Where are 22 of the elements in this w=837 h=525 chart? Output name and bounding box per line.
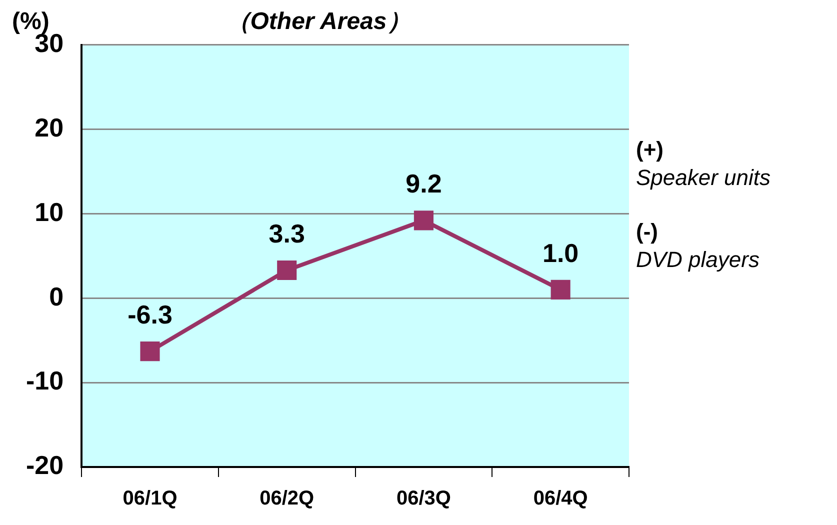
text: (-) [636, 218, 659, 246]
chart-title: （Other Areas） [226, 8, 411, 36]
point [550, 280, 570, 300]
x-tick-label: 06/4Q [533, 488, 588, 510]
y-tick-label: 0 [49, 281, 64, 312]
point [140, 342, 160, 362]
x-tick-label: 06/1Q [122, 488, 178, 510]
data-label: 3.3 [268, 218, 305, 248]
text: DVD players [636, 246, 760, 274]
y-tick-label: -10 [26, 366, 64, 396]
point [414, 210, 434, 230]
y-tick-label: 20 [34, 112, 64, 142]
text: Speaker units [636, 164, 771, 192]
data-label: -6.3 [128, 299, 172, 330]
data-label: 9.2 [406, 168, 442, 199]
point [277, 260, 297, 280]
data-label: 1.0 [542, 238, 579, 268]
x-tick-label: 06/3Q [396, 488, 451, 510]
x-tick-label: 06/2Q [260, 488, 314, 510]
y-tick-label: -20 [26, 450, 64, 480]
text: (+) [636, 136, 664, 164]
y-tick-label: 10 [34, 196, 64, 227]
